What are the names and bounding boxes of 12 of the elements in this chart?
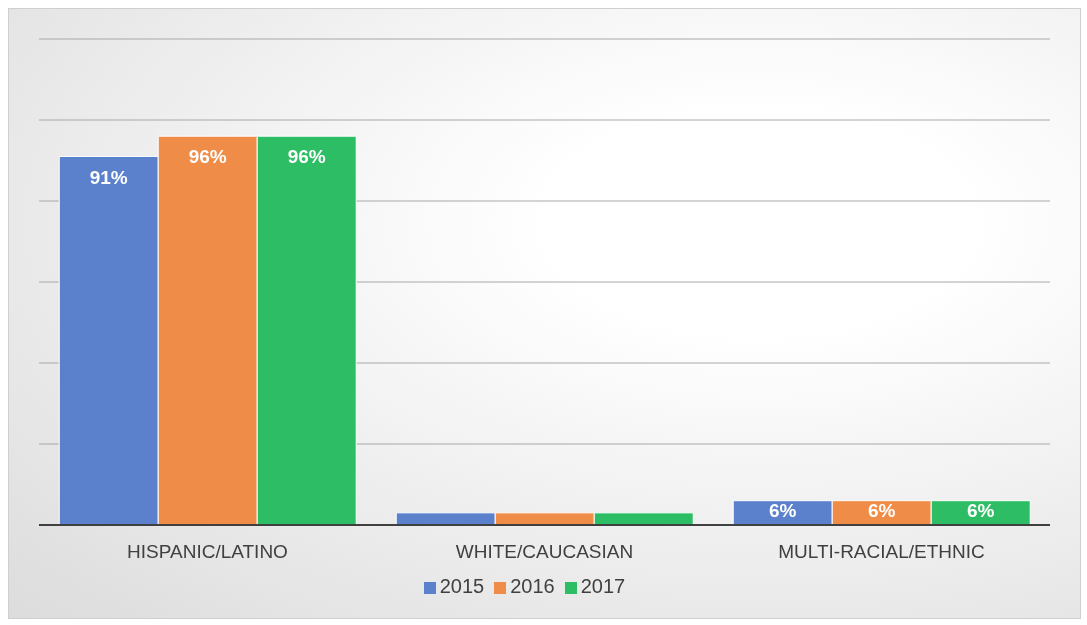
legend-label: 2016	[510, 575, 555, 597]
data-label: 6%	[966, 499, 995, 521]
x-tick-label: WHITE/CAUCASIAN	[455, 541, 634, 563]
data-label: 6%	[867, 499, 896, 521]
legend-label: 2015	[439, 575, 485, 597]
x-tick-label: HISPANIC/LATINO	[127, 541, 288, 563]
x-tick-label: MULTI-RACIAL/ETHNIC	[778, 541, 985, 563]
data-label: 96%	[188, 146, 227, 168]
data-label: 91%	[89, 166, 128, 188]
legend-label: 2017	[580, 575, 626, 597]
data-label: 6%	[768, 499, 797, 521]
data-label: 96%	[287, 146, 326, 168]
